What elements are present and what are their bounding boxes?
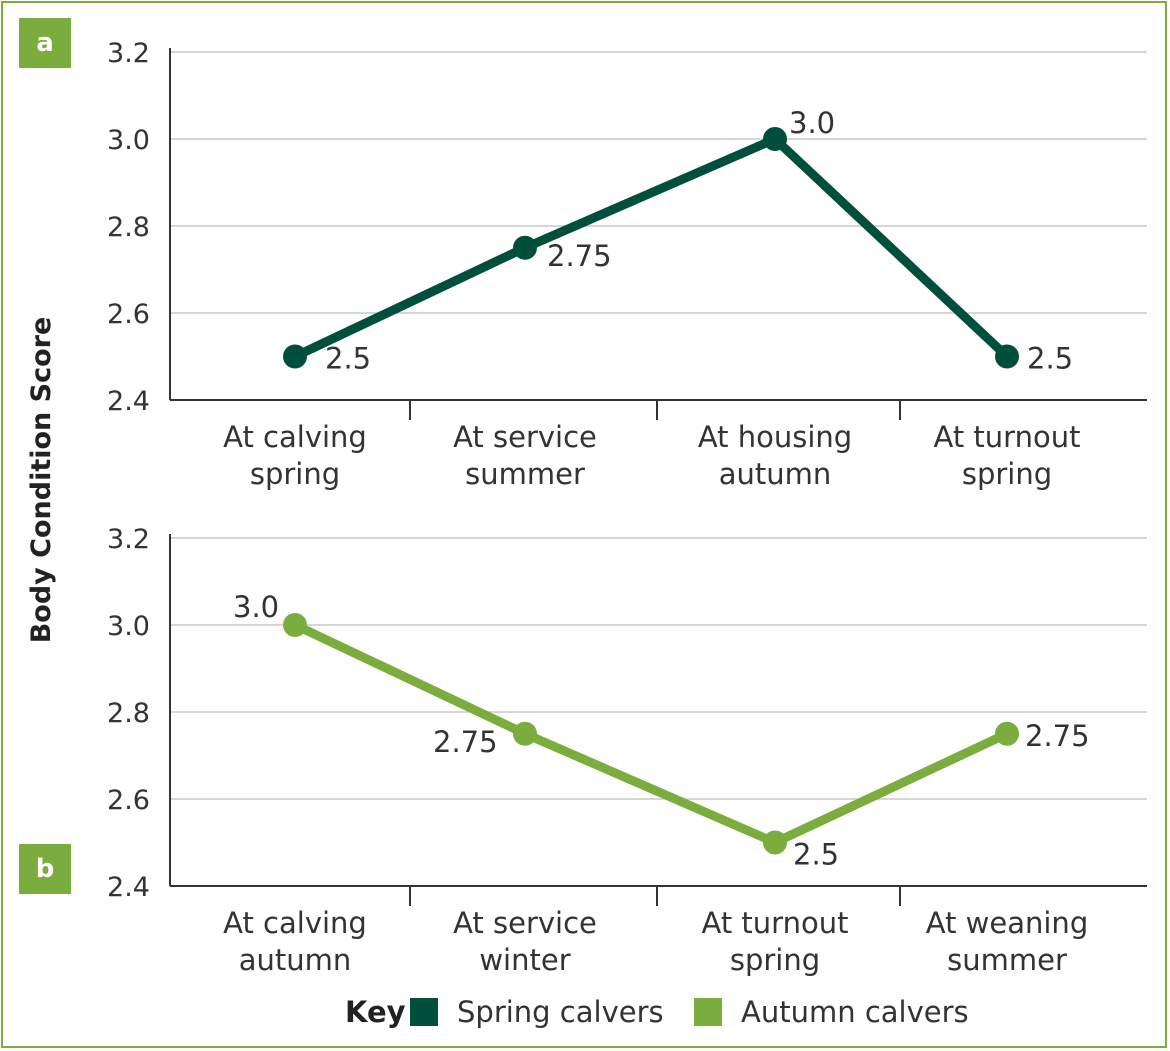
data-point: [513, 235, 537, 260]
data-label: 2.5: [793, 838, 839, 872]
x-tick-label: summer: [947, 943, 1067, 977]
data-label: 2.75: [433, 725, 498, 759]
x-tick-label: summer: [465, 457, 585, 491]
data-point: [763, 830, 787, 855]
y-tick-label: 2.8: [107, 698, 150, 729]
y-tick-label: 3.2: [107, 38, 150, 69]
panel-badge-label: b: [36, 854, 55, 884]
legend-entry: Autumn calvers: [741, 995, 969, 1029]
y-tick-label: 2.4: [107, 386, 150, 417]
x-tick-label: winter: [479, 943, 570, 977]
x-tick-label: spring: [250, 457, 340, 491]
y-tick-label: 2.6: [107, 785, 150, 816]
x-tick-label: At turnout: [702, 906, 849, 940]
x-tick-label: autumn: [239, 943, 352, 977]
x-tick-label: At service: [453, 906, 597, 940]
data-point: [995, 721, 1019, 746]
y-axis-label: Body Condition Score: [26, 317, 57, 644]
series-line: [290, 620, 1012, 847]
data-point: [513, 721, 537, 746]
legend: Key Spring calvers Autumn calvers: [345, 995, 969, 1029]
data-point: [283, 344, 307, 369]
series-line: [290, 134, 1012, 361]
data-label: 3.0: [789, 106, 835, 140]
y-tick-label: 2.8: [107, 212, 150, 243]
y-tick-label: 2.4: [107, 872, 150, 903]
x-tick-label: At calving: [223, 420, 367, 454]
x-tick-label: At calving: [223, 906, 367, 940]
legend-title: Key: [345, 995, 406, 1029]
legend-swatch: [694, 998, 722, 1026]
data-label: 2.5: [325, 342, 371, 376]
data-point: [283, 613, 307, 637]
panel-badge: [19, 18, 71, 68]
x-tick-label: autumn: [719, 457, 832, 491]
data-label: 2.75: [1025, 719, 1090, 753]
x-tick-label: At weaning: [926, 906, 1088, 940]
data-point: [763, 127, 787, 151]
y-tick-label: 2.6: [107, 299, 150, 330]
legend-entry: Spring calvers: [457, 995, 664, 1029]
y-tick-label: 3.0: [107, 611, 150, 642]
x-tick-label: spring: [962, 457, 1052, 491]
data-label: 2.75: [547, 239, 612, 273]
legend-swatch: [410, 998, 438, 1026]
x-tick-label: At service: [453, 420, 597, 454]
panel-badge: [19, 844, 71, 894]
y-tick-label: 3.2: [107, 524, 150, 555]
x-tick-label: At turnout: [934, 420, 1081, 454]
panel-badge-label: a: [36, 28, 54, 58]
x-tick-label: spring: [730, 943, 820, 977]
data-label: 3.0: [233, 590, 279, 624]
x-tick-label: At housing: [698, 420, 852, 454]
data-point: [995, 344, 1019, 369]
data-label: 2.5: [1027, 342, 1073, 376]
y-tick-label: 3.0: [107, 125, 150, 156]
